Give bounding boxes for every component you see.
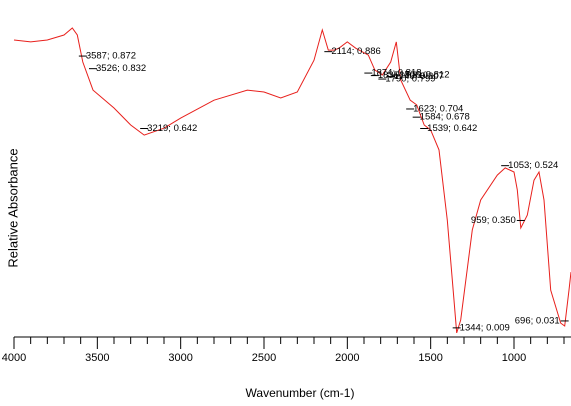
x-tick-label: 4000 [2,352,26,364]
peak-label: 1584; 0.678 [420,112,470,123]
peak-label: 1053; 0.524 [508,160,558,171]
peak-label: 3219; 0.642 [147,123,197,134]
x-tick-label: 2000 [335,352,359,364]
x-axis-label: Wavenumber (cm-1) [246,386,355,400]
x-tick-label: 1000 [502,352,526,364]
y-axis-label: Relative Absorbance [5,148,20,267]
peak-label: 1835; 0.810 [378,70,428,81]
peak-label: 1344; 0.009 [460,322,510,333]
peak-label: 1706; 0.812 [399,69,449,80]
x-tick-label: 3500 [85,352,109,364]
peak-label: 2114; 0.886 [331,46,380,57]
peak-label: 696; 0.031 [515,315,560,326]
x-tick-label: 2500 [252,352,276,364]
x-tick-label: 1500 [418,352,442,364]
peak-label: 1623; 0.704 [413,103,463,114]
peak-label: 1539; 0.642 [427,123,477,134]
peak-label: 1874; 0.818 [371,68,421,79]
peak-label: 959; 0.350 [471,215,516,226]
spectrum-line [13,27,571,334]
x-tick-label: 3000 [168,352,192,364]
peak-label: 1790; 0.799 [385,74,435,85]
peak-label: 1740; 0.807 [394,71,444,82]
peak-label: 3587; 0.872 [86,51,136,62]
peak-label: 3526; 0.832 [96,63,146,74]
